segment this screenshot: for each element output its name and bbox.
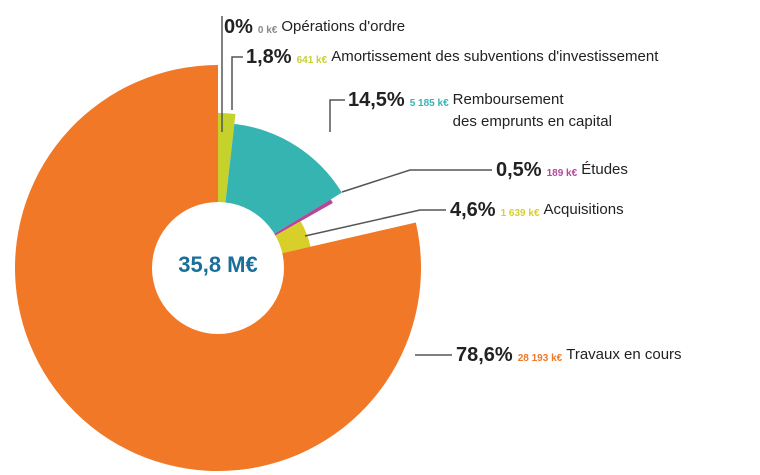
slice-label: 0,5% 189 k€ Études xyxy=(496,159,628,185)
category-label: Opérations d'ordre xyxy=(281,18,406,35)
percent-label: 1,8% xyxy=(246,46,292,68)
percent-label: 78,6% xyxy=(456,344,513,366)
leader-line xyxy=(304,209,446,237)
leader-line xyxy=(341,169,492,193)
leader-line xyxy=(329,99,345,132)
percent-label: 14,5% xyxy=(348,89,405,111)
amount-label: 1 639 k€ xyxy=(500,208,540,219)
category-label: Remboursement des emprunts en capital xyxy=(452,91,612,130)
percent-label: 0% xyxy=(224,16,253,38)
category-label: Amortissement des subventions d'investis… xyxy=(331,48,659,65)
amount-label: 28 193 k€ xyxy=(517,353,563,364)
amount-label: 641 k€ xyxy=(296,55,328,66)
leader-line xyxy=(231,56,243,110)
amount-label: 189 k€ xyxy=(546,168,578,179)
slice-label: 4,6% 1 639 k€ Acquisitions xyxy=(450,199,624,225)
amount-label: 5 185 k€ xyxy=(409,98,449,109)
donut-hole xyxy=(152,202,284,334)
percent-label: 4,6% xyxy=(450,199,496,221)
total-label: 35,8 M€ xyxy=(178,252,258,277)
slice-label: 14,5% 5 185 k€ Remboursement des emprunts … xyxy=(348,89,612,133)
amount-label: 0 k€ xyxy=(257,25,278,36)
percent-label: 0,5% xyxy=(496,159,542,181)
category-label: Acquisitions xyxy=(543,201,624,218)
slice-label: 78,6% 28 193 k€ Travaux en cours xyxy=(456,344,682,370)
category-label: Travaux en cours xyxy=(566,346,682,363)
category-label: Études xyxy=(581,161,628,178)
slice-label: 0% 0 k€ Opérations d'ordre xyxy=(224,16,405,42)
slice-label: 1,8% 641 k€ Amortissement des subventions … xyxy=(246,46,658,72)
